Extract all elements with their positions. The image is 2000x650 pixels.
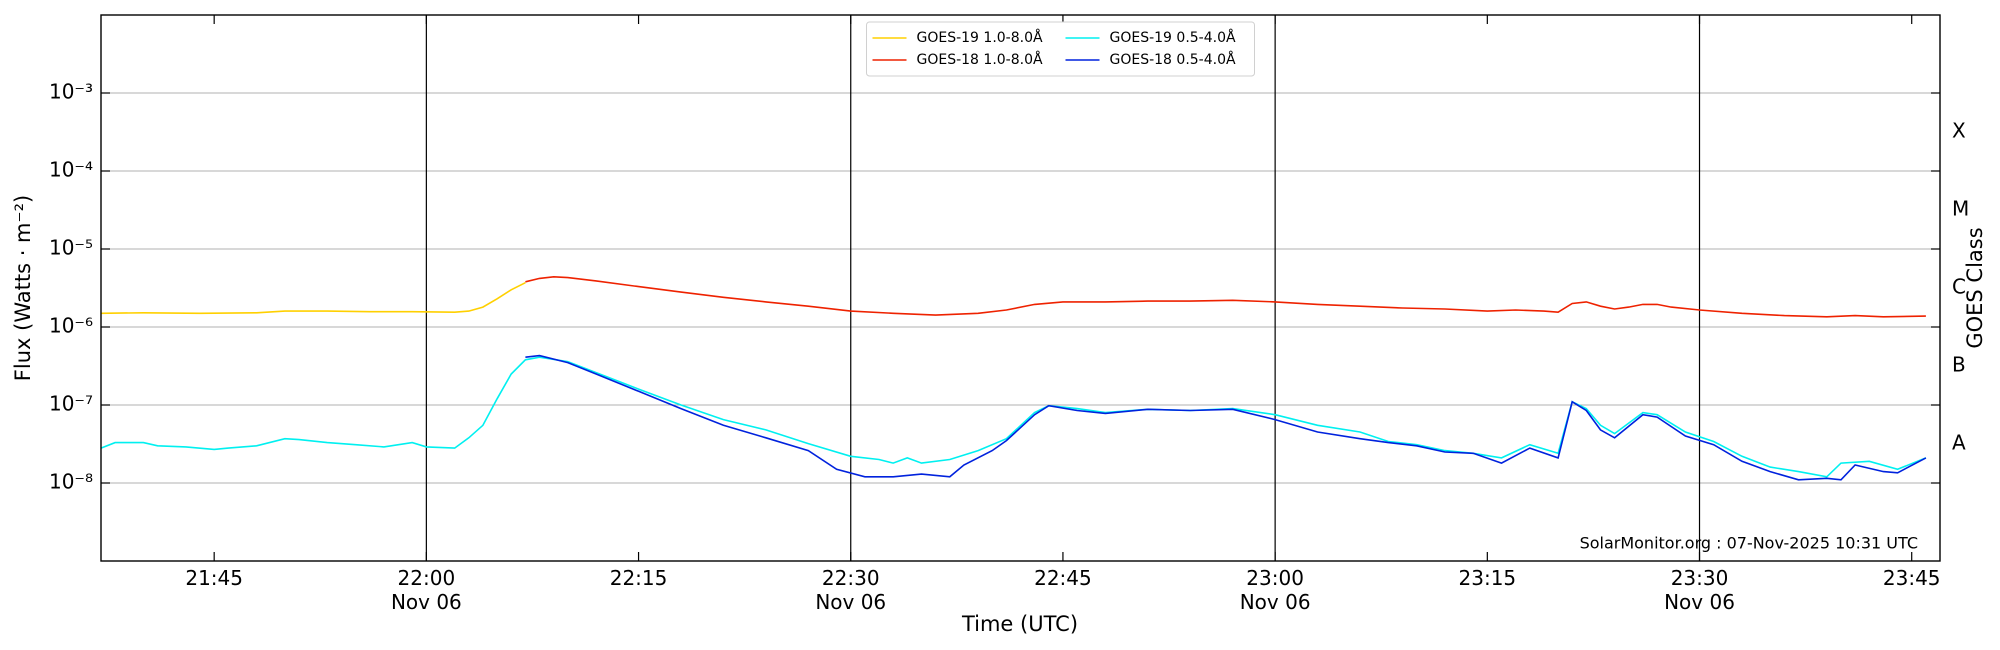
x-tick-label-line: Nov 06 [815,590,886,614]
series-line [100,281,526,315]
series-line [100,356,1927,478]
x-tick-label: 23:45 [1883,566,1941,590]
x-tick-label-line: Nov 06 [1240,590,1311,614]
y2-tick-label: C [1952,275,1966,299]
y-tick-label: 10⁻⁴ [49,158,93,182]
series-line [525,275,1926,318]
x-tick-label: 21:45 [185,566,243,590]
y-tick-label: 10⁻⁵ [49,236,93,260]
x-tick-label-line: 22:45 [1034,566,1092,590]
legend-label: GOES-19 1.0-8.0Å [917,29,1043,46]
x-tick-label: 22:30 Nov 06 [815,566,886,614]
x-tick-label-line: 22:00 [398,566,456,590]
x-tick-label: 22:00 Nov 06 [391,566,462,614]
x-axis-label: Time (UTC) [961,612,1078,636]
legend-label: GOES-18 0.5-4.0Å [1110,51,1236,68]
legend-box [866,21,1255,77]
x-tick-label-line: Nov 06 [1664,590,1735,614]
legend-label: GOES-19 0.5-4.0Å [1110,29,1236,46]
x-tick-label-line: 23:45 [1883,566,1941,590]
x-tick-label-line: 23:00 [1246,566,1304,590]
x-tick-label-line: 23:15 [1459,566,1517,590]
y2-tick-label: M [1952,197,1969,221]
x-tick-label: 22:45 [1034,566,1092,590]
y-tick-label: 10⁻³ [49,80,93,104]
y-tick-label: 10⁻⁷ [49,392,93,416]
x-tick-label-line: 23:30 [1671,566,1729,590]
x-tick-label: 23:15 [1459,566,1517,590]
legend-label: GOES-18 1.0-8.0Å [917,51,1043,68]
x-tick-label-line: 21:45 [185,566,243,590]
y2-axis-label: GOES Class [1963,227,1987,348]
x-tick-label-line: 22:30 [822,566,880,590]
plot-frame [100,14,1941,562]
y2-tick-label: X [1952,119,1966,143]
annotation: SolarMonitor.org : 07-Nov-2025 10:31 UTC [1580,534,1918,553]
x-tick-label: 23:00 Nov 06 [1240,566,1311,614]
y-tick-label: 10⁻⁶ [49,314,93,338]
series-line [525,354,1927,481]
y2-tick-label: A [1952,431,1966,455]
x-tick-label: 22:15 [610,566,668,590]
x-tick-label-line: 22:15 [610,566,668,590]
y2-tick-label: B [1952,353,1966,377]
x-tick-label-line: Nov 06 [391,590,462,614]
y-tick-label: 10⁻⁸ [49,470,93,494]
x-tick-label: 23:30 Nov 06 [1664,566,1735,614]
y-axis-label: Flux (Watts · m⁻²) [11,195,35,381]
